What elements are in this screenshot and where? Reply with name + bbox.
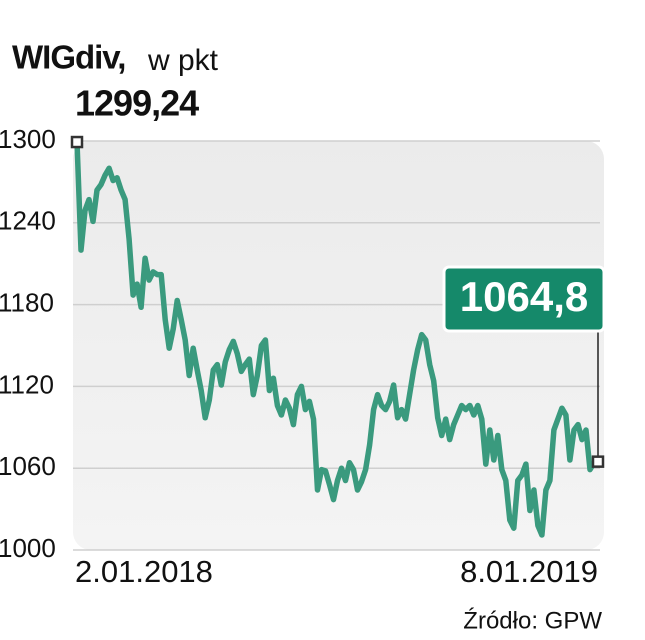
x-tick-label: 2.01.2018 bbox=[75, 554, 213, 589]
y-tick-label: 1180 bbox=[0, 287, 54, 317]
y-tick-label: 1060 bbox=[0, 451, 56, 481]
source: Źródło: GPW bbox=[463, 607, 602, 634]
x-tick-label: 8.01.2019 bbox=[460, 554, 598, 589]
y-tick-label: 1240 bbox=[0, 206, 56, 236]
plot-area bbox=[73, 141, 604, 550]
value-label-box bbox=[442, 265, 606, 333]
point-marker bbox=[591, 455, 605, 468]
line bbox=[74, 141, 599, 538]
y-tick-label: 1120 bbox=[0, 369, 54, 399]
value-label: 1299,24 bbox=[75, 83, 199, 124]
chart-subtitle: w pkt bbox=[147, 44, 219, 77]
value-label: 1064,8 bbox=[460, 273, 588, 320]
chart-title: WIGdiv, bbox=[12, 39, 125, 76]
y-tick-label: 1000 bbox=[0, 533, 56, 563]
point-marker bbox=[70, 135, 84, 149]
y-tick-label: 1300 bbox=[0, 124, 56, 154]
